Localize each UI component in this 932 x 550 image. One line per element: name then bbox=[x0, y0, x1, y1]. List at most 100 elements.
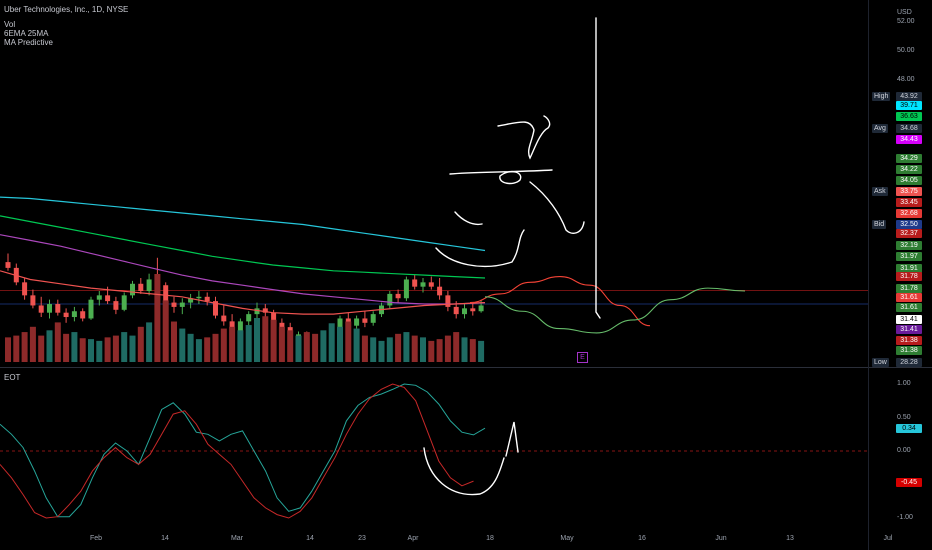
candle-body bbox=[55, 304, 61, 313]
time-axis-tick: May bbox=[560, 535, 574, 542]
volume-bar bbox=[378, 340, 385, 362]
volume-bar bbox=[420, 337, 426, 362]
candle-body bbox=[105, 295, 111, 302]
candle-body bbox=[462, 308, 467, 315]
volume-bar bbox=[38, 335, 45, 362]
volume-bar bbox=[137, 326, 144, 362]
time-axis-tick: 14 bbox=[161, 535, 169, 542]
volume-bar bbox=[395, 333, 402, 362]
hand-drawn-annotation bbox=[435, 229, 525, 268]
candle-body bbox=[96, 295, 102, 300]
candle-body bbox=[30, 295, 36, 306]
time-axis-tick: Feb bbox=[89, 535, 103, 542]
price-tag-value: 31.41 bbox=[896, 315, 922, 324]
oscillator-axis-tick: 0.50 bbox=[897, 413, 911, 421]
oscillator-tag-value: 0.34 bbox=[896, 424, 922, 433]
candle-body bbox=[80, 311, 86, 319]
volume-bar bbox=[353, 328, 360, 362]
volume-bar bbox=[171, 321, 177, 362]
candle-body bbox=[179, 302, 185, 307]
time-axis-tick: Jul bbox=[883, 535, 893, 542]
volume-bar bbox=[88, 339, 94, 362]
candle-body bbox=[428, 282, 434, 287]
volume-bar bbox=[54, 322, 61, 362]
volume-bar bbox=[295, 335, 302, 362]
volume-bar bbox=[5, 337, 11, 362]
volume-bar bbox=[204, 337, 211, 362]
candle-body bbox=[146, 279, 152, 292]
volume-bar bbox=[46, 330, 53, 362]
price-tag-name: High bbox=[872, 92, 891, 101]
candle-body bbox=[5, 262, 11, 268]
price-tag-value: 36.63 bbox=[896, 112, 922, 121]
price-tag-value: 32.19 bbox=[896, 241, 922, 250]
candle-body bbox=[362, 318, 368, 323]
candle-body bbox=[22, 282, 28, 296]
price-tag-value: 32.37 bbox=[896, 229, 922, 238]
volume-bar bbox=[461, 337, 468, 362]
candle-body bbox=[63, 312, 69, 318]
price-tag-name: Bid bbox=[872, 220, 887, 229]
price-tag-value: 34.43 bbox=[896, 135, 922, 144]
price-tag-value: 34.22 bbox=[896, 165, 922, 174]
price-tag-name: Low bbox=[872, 358, 889, 367]
price-tag-value: 31.78 bbox=[896, 272, 922, 281]
oscillator-axis-tick: 1.00 bbox=[897, 380, 911, 387]
volume-bar bbox=[245, 325, 252, 362]
volume-bar bbox=[312, 333, 319, 362]
volume-bar bbox=[112, 335, 119, 362]
price-axis-tick: 52.00 bbox=[897, 18, 915, 26]
price-axis-border bbox=[868, 0, 869, 550]
candle-body bbox=[387, 293, 393, 306]
volume-bar bbox=[411, 335, 418, 362]
legend-ema[interactable]: 6EMA 25MA bbox=[4, 29, 49, 38]
volume-bar bbox=[370, 337, 377, 362]
price-tag-value: 34.68 bbox=[896, 124, 922, 133]
volume-bar bbox=[320, 330, 327, 362]
price-tag-value: 34.29 bbox=[896, 154, 922, 163]
volume-bar bbox=[428, 340, 435, 362]
candle-body bbox=[246, 314, 252, 322]
pane-divider[interactable] bbox=[0, 367, 932, 368]
candle-body bbox=[71, 311, 77, 318]
price-tag-value: 31.61 bbox=[896, 293, 922, 302]
hand-drawn-annotation bbox=[449, 169, 553, 175]
legend-predictive[interactable]: MA Predictive bbox=[4, 38, 53, 47]
price-tag-value: 28.28 bbox=[896, 358, 922, 367]
candle-body bbox=[163, 285, 169, 303]
predictive-wave bbox=[469, 276, 651, 327]
volume-bar bbox=[187, 333, 194, 362]
price-tag-value: 43.92 bbox=[896, 92, 922, 101]
oscillator-line-green bbox=[0, 383, 486, 518]
time-axis-tick: Jun bbox=[715, 535, 727, 542]
candle-body bbox=[237, 321, 243, 339]
candle-body bbox=[121, 295, 127, 310]
volume-bar bbox=[146, 322, 153, 362]
earnings-marker[interactable]: E bbox=[577, 352, 588, 363]
legend-vol[interactable]: Vol bbox=[4, 20, 16, 29]
volume-bar bbox=[162, 300, 169, 362]
volume-bar bbox=[444, 335, 451, 362]
hand-drawn-annotation bbox=[499, 170, 522, 185]
legend-oscillator[interactable]: EOT bbox=[4, 373, 21, 382]
candle-body bbox=[478, 305, 484, 312]
price-axis-tick: 50.00 bbox=[897, 47, 915, 55]
price-tag-value: 31.97 bbox=[896, 252, 922, 261]
moving-average-line bbox=[0, 215, 486, 279]
candle-body bbox=[254, 308, 260, 315]
legend-symbol[interactable]: Uber Technologies, Inc., 1D, NYSE bbox=[4, 5, 129, 14]
price-tag-value: 39.71 bbox=[896, 101, 922, 110]
volume-bar bbox=[21, 332, 28, 362]
price-tag-value: 31.61 bbox=[896, 303, 922, 312]
candle-body bbox=[412, 279, 418, 287]
candle-body bbox=[395, 293, 401, 299]
volume-bar bbox=[478, 340, 485, 362]
candle-body bbox=[420, 282, 426, 287]
price-tag-value: 31.41 bbox=[896, 325, 922, 334]
volume-bar bbox=[469, 339, 476, 362]
price-tag-name: Ask bbox=[872, 187, 888, 196]
volume-bar bbox=[237, 330, 244, 362]
time-axis-tick: 14 bbox=[306, 535, 314, 542]
candle-body bbox=[354, 318, 360, 326]
